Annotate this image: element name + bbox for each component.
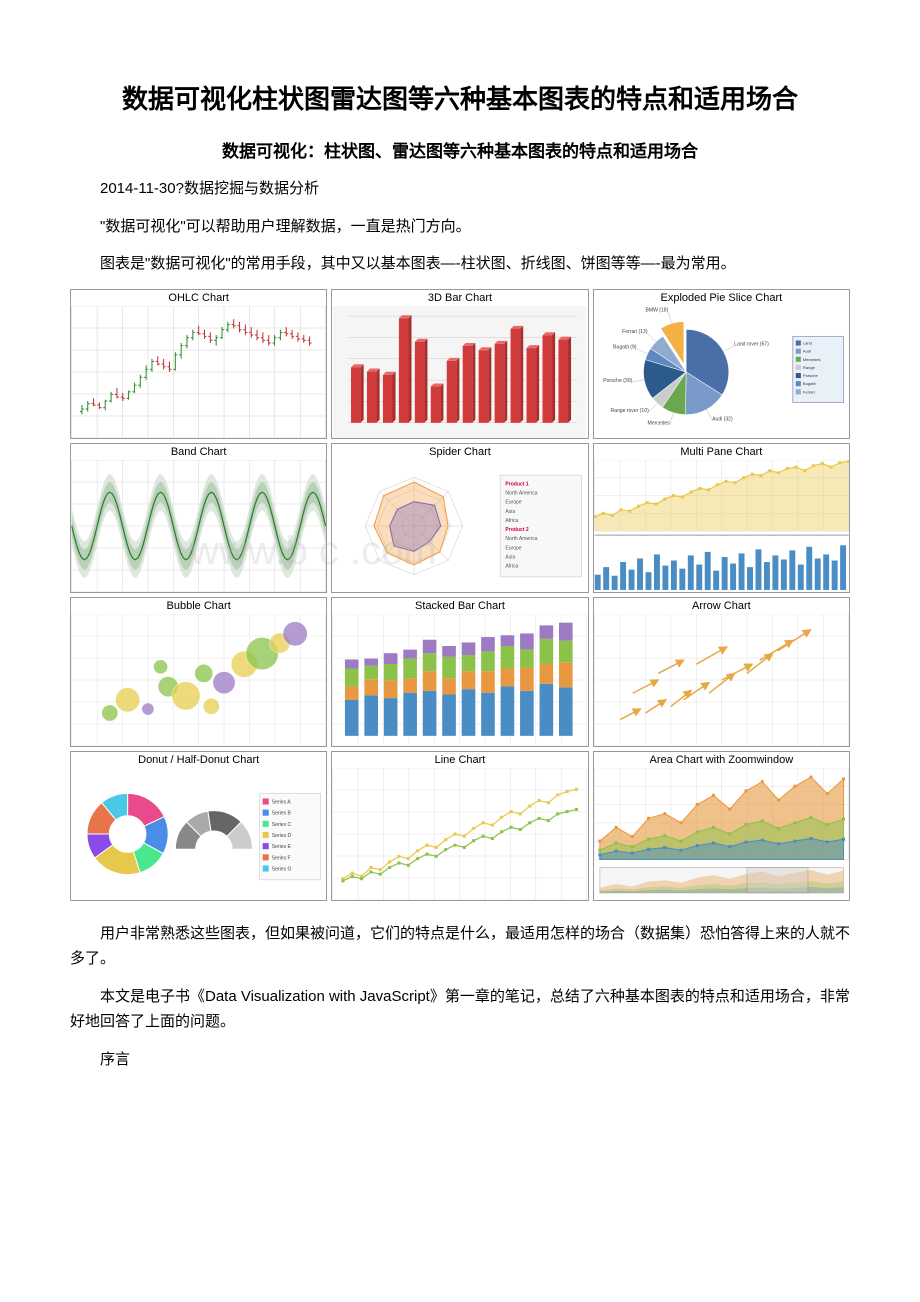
chart-title: Arrow Chart — [594, 598, 849, 614]
svg-text:Ferrari: Ferrari — [803, 389, 815, 394]
svg-text:Bugatti: Bugatti — [803, 381, 816, 386]
paragraph-2: 图表是"数据可视化"的常用手段，其中又以基本图表—-柱状图、折线图、饼图等等—-… — [70, 251, 850, 277]
paragraph-4: 本文是电子书《Data Visualization with JavaScrip… — [70, 984, 850, 1035]
paragraph-1: "数据可视化"可以帮助用户理解数据，一直是热门方向。 — [70, 214, 850, 240]
svg-text:Range: Range — [803, 364, 816, 369]
chart-bar3d: 3D Bar Chart — [331, 289, 588, 439]
svg-text:Porsche (30): Porsche (30) — [603, 377, 632, 383]
chart-title: Line Chart — [332, 752, 587, 768]
chart-grid: www.b c .com OHLC Chart 3D Bar Chart Exp… — [70, 289, 850, 901]
chart-stacked: Stacked Bar Chart — [331, 597, 588, 747]
chart-title: Spider Chart — [332, 444, 587, 460]
svg-text:Series D: Series D — [272, 833, 292, 839]
chart-spider: Spider Chart Product 1 North America Europ… — [331, 443, 588, 593]
svg-text:Series B: Series B — [272, 810, 292, 816]
svg-text:Asia: Asia — [506, 554, 516, 560]
chart-title: OHLC Chart — [71, 290, 326, 306]
chart-title: Exploded Pie Slice Chart — [594, 290, 849, 306]
svg-text:Africa: Africa — [506, 563, 519, 569]
svg-text:Range rover (10): Range rover (10) — [610, 408, 649, 414]
chart-bubble: Bubble Chart — [70, 597, 327, 747]
paragraph-5: 序言 — [70, 1047, 850, 1073]
svg-text:Ferrari (13): Ferrari (13) — [622, 329, 648, 335]
svg-text:Africa: Africa — [506, 517, 519, 523]
svg-text:Asia: Asia — [506, 508, 516, 514]
svg-text:Audi (32): Audi (32) — [712, 416, 733, 422]
svg-text:BMW (18): BMW (18) — [645, 307, 668, 313]
svg-text:Series C: Series C — [272, 821, 292, 827]
paragraph-3: 用户非常熟悉这些图表，但如果被问道，它们的特点是什么，最适用怎样的场合（数据集）… — [70, 921, 850, 972]
svg-text:Europe: Europe — [506, 545, 523, 551]
chart-title: Band Chart — [71, 444, 326, 460]
svg-text:Bugatti (9): Bugatti (9) — [613, 344, 637, 350]
chart-band: Band Chart — [70, 443, 327, 593]
chart-donut: Donut / Half-Donut Chart Series A Series … — [70, 751, 327, 901]
svg-text:Land rover (67): Land rover (67) — [734, 341, 769, 347]
chart-title: 3D Bar Chart — [332, 290, 587, 306]
svg-text:North America: North America — [506, 490, 538, 496]
chart-title: Stacked Bar Chart — [332, 598, 587, 614]
svg-text:Porsche: Porsche — [803, 373, 819, 378]
svg-text:Land: Land — [803, 340, 812, 345]
svg-text:Series G: Series G — [272, 866, 292, 872]
svg-text:Europe: Europe — [506, 499, 523, 505]
svg-text:Mercedes: Mercedes — [803, 356, 821, 361]
page-subtitle: 数据可视化：柱状图、雷达图等六种基本图表的特点和适用场合 — [70, 137, 850, 162]
chart-ohlc: OHLC Chart — [70, 289, 327, 439]
chart-multipane: Multi Pane Chart — [593, 443, 850, 593]
chart-title: Donut / Half-Donut Chart — [71, 752, 326, 768]
svg-text:Series F: Series F — [272, 855, 291, 861]
svg-text:Series A: Series A — [272, 799, 291, 805]
page-title: 数据可视化柱状图雷达图等六种基本图表的特点和适用场合 — [70, 80, 850, 119]
meta-line: 2014-11-30?数据挖掘与数据分析 — [70, 176, 850, 202]
chart-line: Line Chart — [331, 751, 588, 901]
chart-pie: Exploded Pie Slice Chart Land rover (67)… — [593, 289, 850, 439]
svg-text:North America: North America — [506, 536, 538, 542]
svg-text:Mercedes: Mercedes — [647, 420, 670, 426]
svg-text:Product 2: Product 2 — [506, 527, 530, 533]
chart-title: Bubble Chart — [71, 598, 326, 614]
chart-arrow: Arrow Chart — [593, 597, 850, 747]
chart-title: Area Chart with Zoomwindow — [594, 752, 849, 768]
svg-text:Product 1: Product 1 — [506, 481, 530, 487]
chart-area: Area Chart with Zoomwindow — [593, 751, 850, 901]
chart-title: Multi Pane Chart — [594, 444, 849, 460]
svg-text:Series E: Series E — [272, 844, 292, 850]
svg-text:Audi: Audi — [803, 348, 811, 353]
